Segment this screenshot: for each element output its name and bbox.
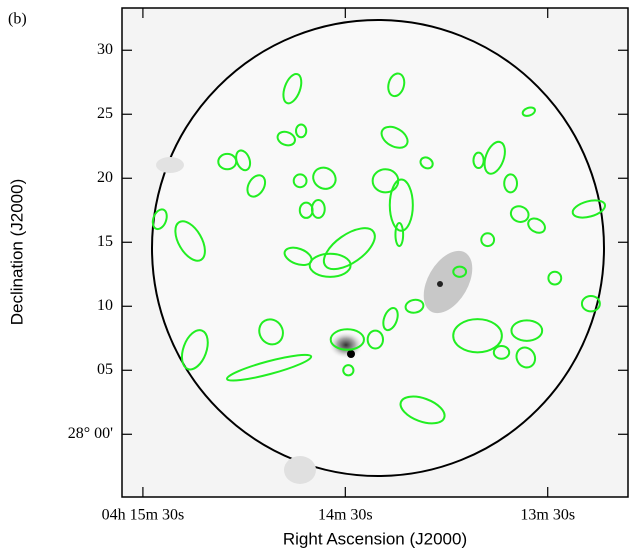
- source-ellipse: [282, 72, 303, 105]
- y-axis-label: Declination (J2000): [7, 179, 26, 325]
- sky-image: [122, 8, 628, 497]
- y-tick-label: 15: [97, 233, 113, 250]
- source-ellipse: [510, 319, 544, 342]
- source-ellipse: [527, 217, 546, 234]
- source-ellipse: [226, 353, 313, 382]
- y-tick-label: 05: [97, 361, 113, 378]
- source-ellipse: [404, 298, 425, 314]
- source-ellipse: [151, 208, 168, 231]
- source-ellipse: [380, 125, 409, 149]
- source-ellipse: [174, 220, 206, 262]
- source-ellipse: [329, 328, 365, 351]
- source-ellipse: [258, 318, 284, 346]
- source-ellipse: [382, 307, 399, 332]
- source-ellipse: [580, 295, 601, 313]
- source-ellipse: [503, 173, 519, 194]
- source-ellipse: [547, 270, 563, 286]
- source-ellipse: [295, 123, 308, 139]
- y-tick-label: 30: [97, 41, 113, 58]
- source-ellipse: [310, 199, 326, 219]
- y-tick-label: 28° 00': [68, 425, 113, 442]
- source-ellipse: [308, 252, 352, 278]
- source-ellipse: [480, 232, 496, 248]
- source-ellipse: [515, 346, 537, 369]
- source-ellipse: [483, 140, 506, 175]
- y-tick-label: 25: [97, 105, 113, 122]
- source-ellipse: [235, 149, 252, 172]
- source-ellipse: [366, 329, 385, 350]
- source-ellipse: [322, 227, 376, 271]
- source-ellipse: [452, 265, 468, 278]
- source-ellipse: [571, 199, 607, 219]
- source-ellipse: [492, 344, 511, 360]
- panel-label: (b): [8, 11, 27, 28]
- source-ellipse: [452, 318, 503, 354]
- x-tick-label: 04h 15m 30s: [102, 507, 185, 524]
- source-ellipse: [419, 156, 434, 170]
- source-ellipse: [342, 364, 355, 377]
- source-ellipse: [387, 72, 406, 98]
- source-ellipse: [246, 174, 267, 198]
- source-ellipse: [509, 205, 530, 223]
- source-ellipse: [388, 178, 414, 232]
- source-ellipse: [180, 329, 209, 371]
- x-tick-label: 13m 30s: [520, 507, 575, 524]
- source-ellipse: [394, 222, 405, 248]
- source-ellipse: [399, 395, 446, 425]
- x-axis-label: Right Ascension (J2000): [283, 529, 467, 548]
- source-ellipse: [292, 173, 308, 189]
- x-tick-label: 14m 30s: [318, 507, 373, 524]
- source-ellipse: [472, 151, 485, 170]
- source-ellipse: [312, 166, 337, 190]
- plot-frame: [121, 7, 629, 498]
- source-ellipse: [276, 130, 296, 147]
- y-tick-label: 10: [97, 297, 113, 314]
- source-ellipse: [521, 106, 536, 117]
- y-tick-label: 20: [97, 169, 113, 186]
